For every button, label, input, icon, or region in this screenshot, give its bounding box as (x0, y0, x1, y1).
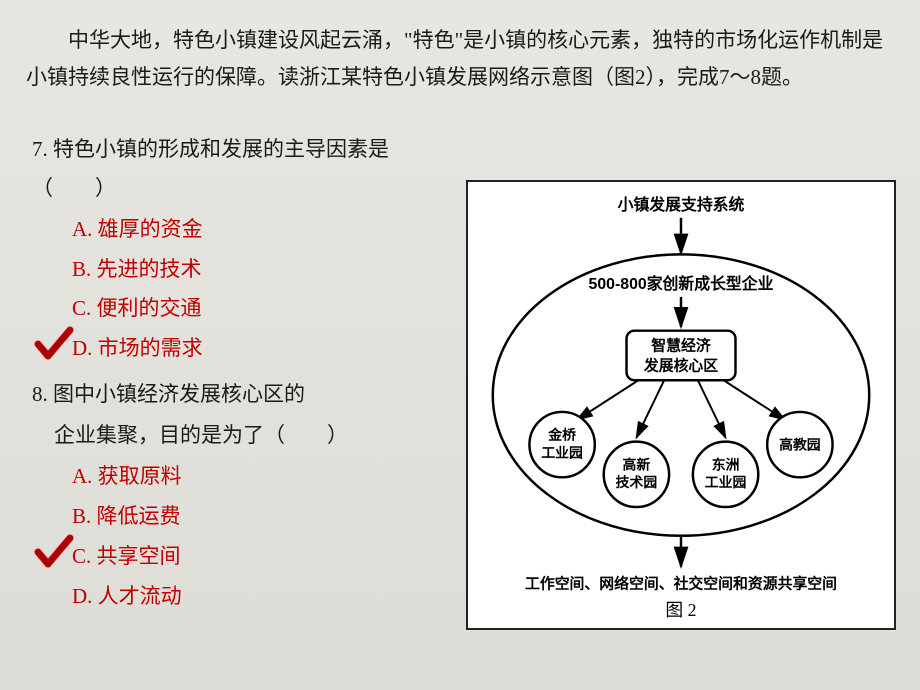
node-jinqiao-l2: 工业园 (541, 445, 583, 461)
diagram-caption: 图 2 (665, 600, 696, 620)
ring-label: 500-800家创新成长型企业 (589, 274, 774, 293)
q8-opt-d: D. 人才流动 (72, 577, 462, 617)
diagram-top-label: 小镇发展支持系统 (618, 195, 745, 214)
q7-opt-d-label: D. 市场的需求 (72, 336, 203, 360)
diagram-svg: 小镇发展支持系统 500-800家创新成长型企业 智慧经济 发展核心区 金桥 工… (468, 182, 894, 628)
questions-area: 7. 特色小镇的形成和发展的主导因素是（ ） A. 雄厚的资金 B. 先进的技术… (32, 130, 462, 617)
q8-text-line1: 8. 图中小镇经济发展核心区的 (32, 375, 462, 414)
q7-opt-b: B. 先进的技术 (72, 250, 462, 290)
node-gaoxin-l1: 高新 (623, 456, 651, 472)
node-jinqiao-l1: 金桥 (547, 427, 576, 443)
q8-opt-c-label: C. 共享空间 (72, 544, 181, 568)
q7-options: A. 雄厚的资金 B. 先进的技术 C. 便利的交通 D. 市场的需求 (72, 210, 462, 370)
diagram-bottom-label: 工作空间、网络空间、社交空间和资源共享空间 (525, 574, 837, 592)
intro-paragraph: 中华大地，特色小镇建设风起云涌，"特色"是小镇的核心元素，独特的市场化运作机制是… (0, 0, 920, 96)
q7-opt-a: A. 雄厚的资金 (72, 210, 462, 250)
node-dongzhou-l1: 东洲 (712, 456, 740, 472)
q7-text: 7. 特色小镇的形成和发展的主导因素是（ ） (32, 130, 462, 208)
q7-opt-c: C. 便利的交通 (72, 289, 462, 329)
q8-opt-c: C. 共享空间 (72, 537, 462, 577)
core-line1: 智慧经济 (651, 337, 712, 355)
checkmark-icon (34, 324, 74, 364)
q8-options: A. 获取原料 B. 降低运费 C. 共享空间 D. 人才流动 (72, 457, 462, 617)
q8-opt-b: B. 降低运费 (72, 497, 462, 537)
q7-opt-d: D. 市场的需求 (72, 329, 462, 369)
core-line2: 发展核心区 (643, 356, 718, 374)
node-gaojiao-l: 高教园 (779, 437, 821, 453)
outer-ellipse (493, 254, 869, 535)
node-dongzhou-l2: 工业园 (705, 474, 747, 490)
q8-opt-a: A. 获取原料 (72, 457, 462, 497)
q8-text-line2: 企业集聚，目的是为了（ ） (54, 416, 462, 455)
diagram-figure: 小镇发展支持系统 500-800家创新成长型企业 智慧经济 发展核心区 金桥 工… (466, 180, 896, 630)
node-gaoxin-l2: 技术园 (616, 474, 658, 490)
checkmark-icon (34, 532, 74, 572)
